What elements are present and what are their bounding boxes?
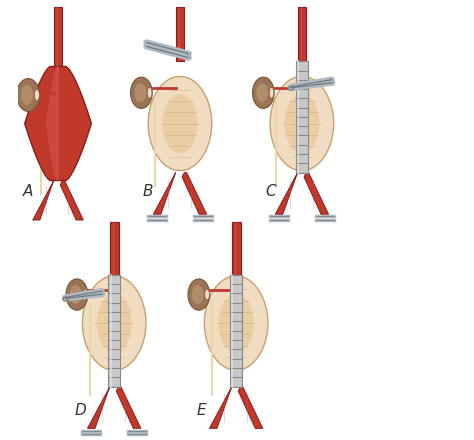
Polygon shape [88, 387, 110, 429]
Ellipse shape [97, 293, 132, 353]
Polygon shape [270, 77, 334, 170]
Bar [230, 275, 242, 387]
Polygon shape [182, 172, 207, 214]
Ellipse shape [192, 285, 204, 304]
Polygon shape [204, 276, 268, 370]
Text: B: B [143, 184, 153, 199]
Ellipse shape [134, 84, 146, 102]
Ellipse shape [21, 85, 33, 105]
Ellipse shape [66, 279, 88, 310]
Ellipse shape [130, 77, 152, 108]
Polygon shape [148, 77, 212, 170]
Polygon shape [110, 222, 118, 275]
Polygon shape [54, 7, 63, 71]
Ellipse shape [35, 89, 39, 101]
Polygon shape [232, 222, 240, 275]
Polygon shape [33, 180, 54, 220]
Polygon shape [46, 66, 59, 180]
Text: C: C [265, 184, 276, 199]
Ellipse shape [219, 293, 254, 353]
Ellipse shape [70, 285, 82, 304]
Polygon shape [298, 7, 306, 61]
Ellipse shape [163, 94, 198, 153]
Polygon shape [116, 387, 141, 429]
Ellipse shape [284, 94, 319, 153]
Polygon shape [210, 387, 232, 429]
Ellipse shape [256, 84, 268, 102]
Text: A: A [23, 184, 33, 199]
Bar [108, 275, 120, 387]
Ellipse shape [17, 79, 40, 111]
Polygon shape [175, 7, 184, 61]
Ellipse shape [205, 289, 210, 300]
Ellipse shape [269, 87, 274, 98]
Polygon shape [153, 172, 175, 214]
Polygon shape [60, 180, 83, 220]
Ellipse shape [147, 87, 152, 98]
Ellipse shape [253, 77, 274, 108]
Polygon shape [82, 276, 146, 370]
Polygon shape [238, 387, 263, 429]
Bar [296, 61, 308, 172]
Ellipse shape [83, 289, 88, 300]
Text: E: E [197, 403, 206, 418]
Text: D: D [75, 403, 86, 418]
Polygon shape [304, 172, 328, 214]
Polygon shape [25, 66, 91, 180]
Ellipse shape [188, 279, 210, 310]
Polygon shape [275, 172, 298, 214]
